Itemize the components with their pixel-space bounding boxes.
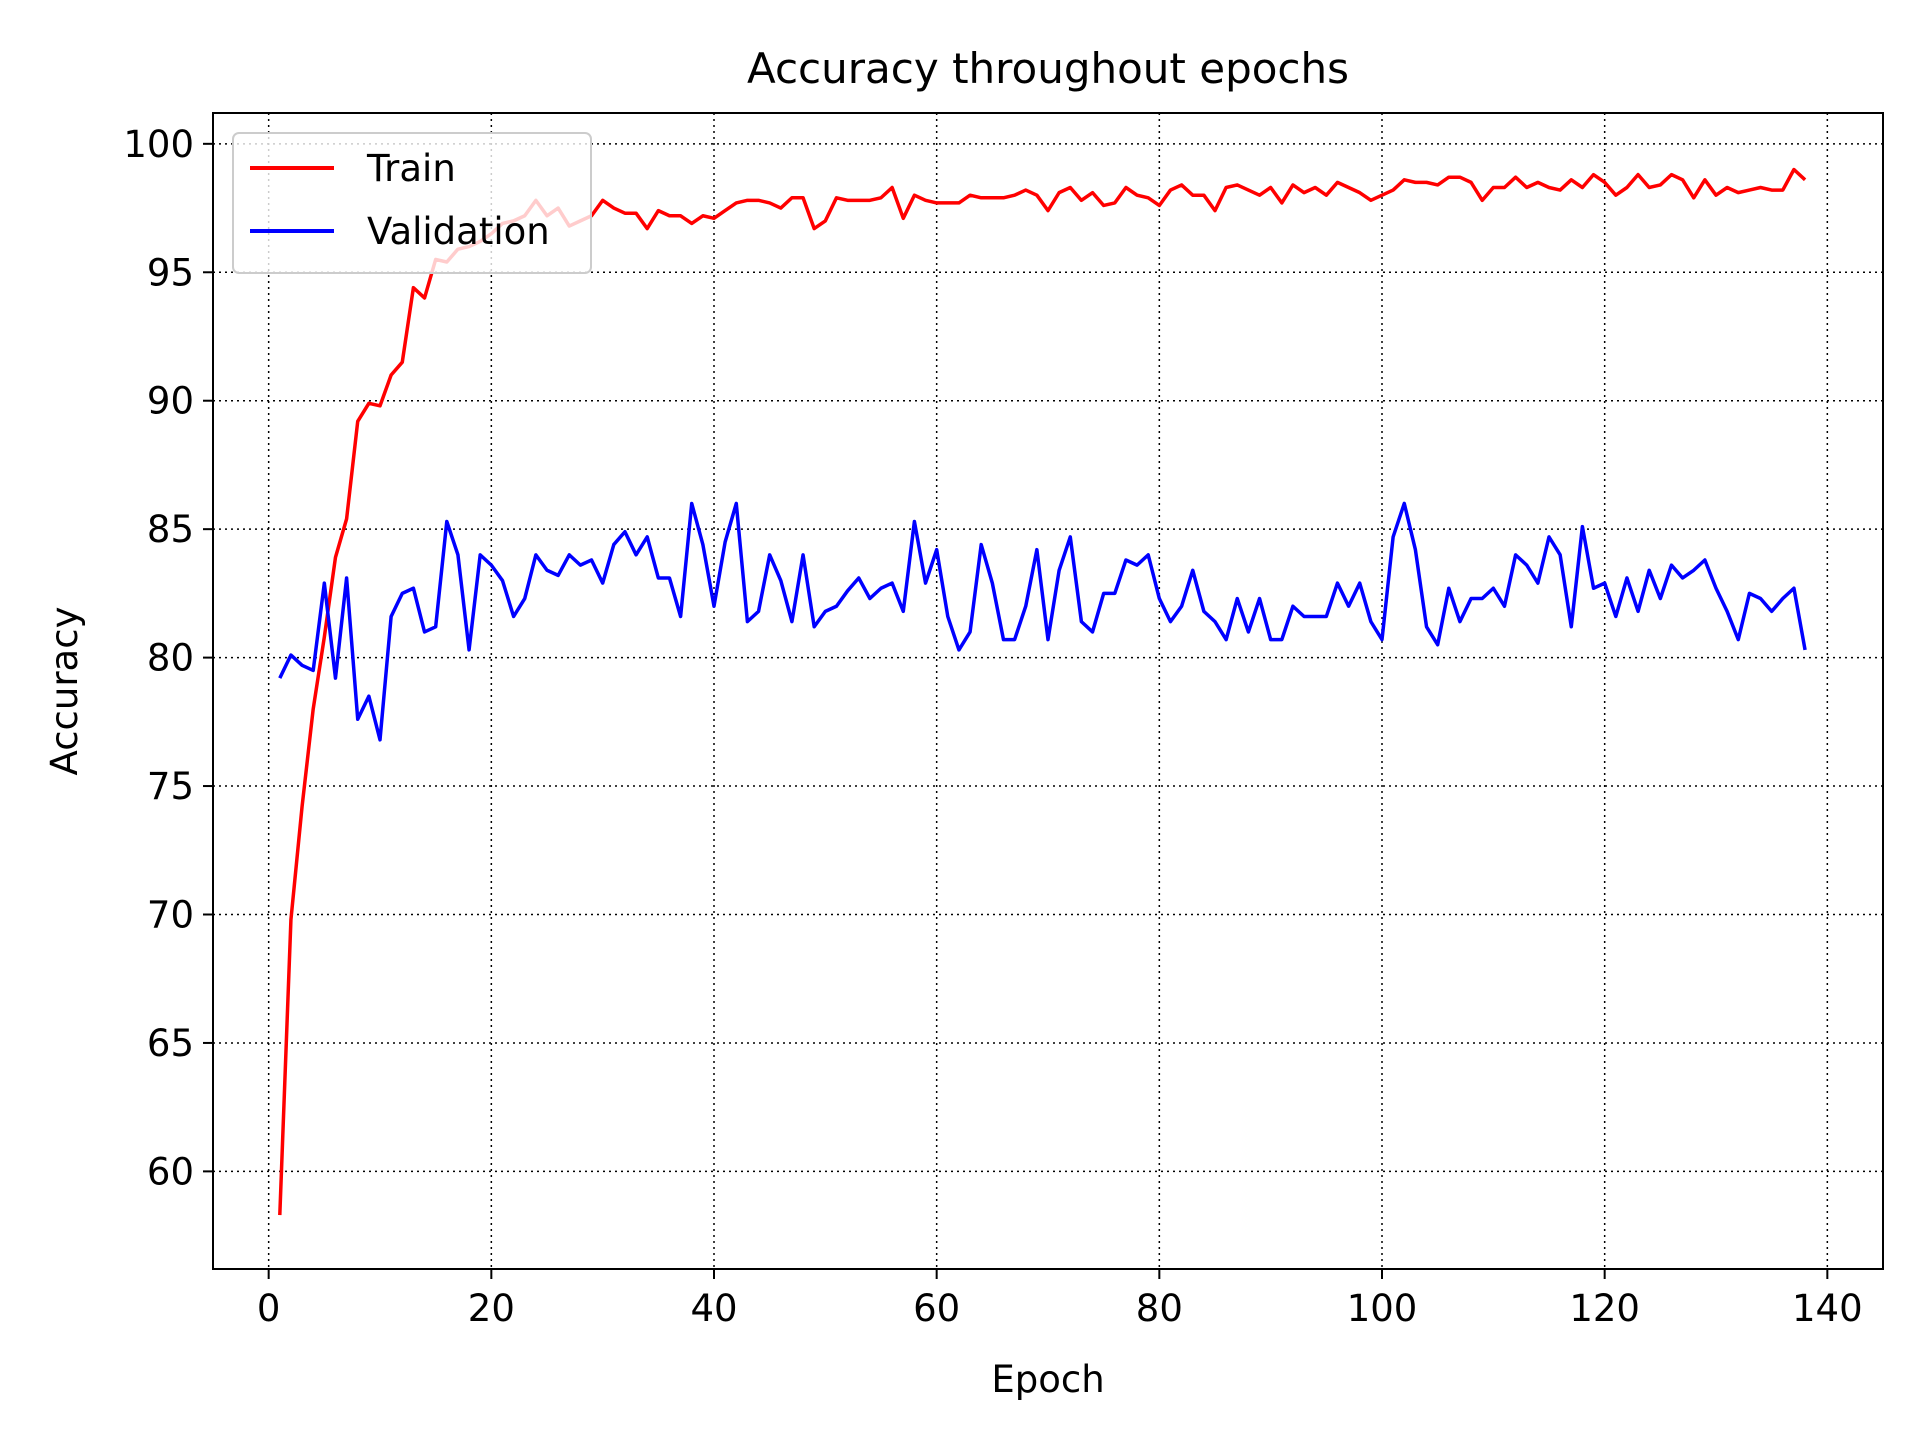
y-tick-label: 75 (147, 765, 194, 808)
x-tick-label: 40 (690, 1287, 737, 1330)
y-tick-label: 95 (147, 251, 194, 294)
x-tick-label: 60 (913, 1287, 960, 1330)
legend-train-label: Train (366, 147, 456, 190)
y-tick-label: 80 (147, 637, 194, 680)
x-tick-label: 20 (468, 1287, 515, 1330)
x-tick-label: 0 (257, 1287, 281, 1330)
y-tick-label: 100 (123, 123, 194, 166)
x-tick-label: 100 (1347, 1287, 1418, 1330)
x-tick-label: 120 (1569, 1287, 1640, 1330)
chart-title: Accuracy throughout epochs (747, 44, 1349, 93)
axis-ticks: 0 20 40 60 80 100 120 140 60 65 70 75 80 85 90 95 100 (123, 123, 1862, 1330)
plot-frame (212, 112, 1884, 1270)
y-tick-label: 60 (147, 1150, 194, 1193)
series-line-validation (278, 501, 1807, 742)
legend: Train Validation (232, 132, 592, 274)
y-axis-label: Accuracy (43, 607, 86, 776)
y-tick-label: 85 (147, 508, 194, 551)
grid (213, 113, 1883, 1269)
y-tick-label: 65 (147, 1022, 194, 1065)
x-tick-label: 80 (1136, 1287, 1183, 1330)
x-axis-label: Epoch (991, 1358, 1104, 1401)
y-tick-label: 90 (147, 380, 194, 423)
x-tick-label: 140 (1792, 1287, 1863, 1330)
legend-validation-label: Validation (367, 210, 550, 253)
y-tick-label: 70 (147, 893, 194, 936)
